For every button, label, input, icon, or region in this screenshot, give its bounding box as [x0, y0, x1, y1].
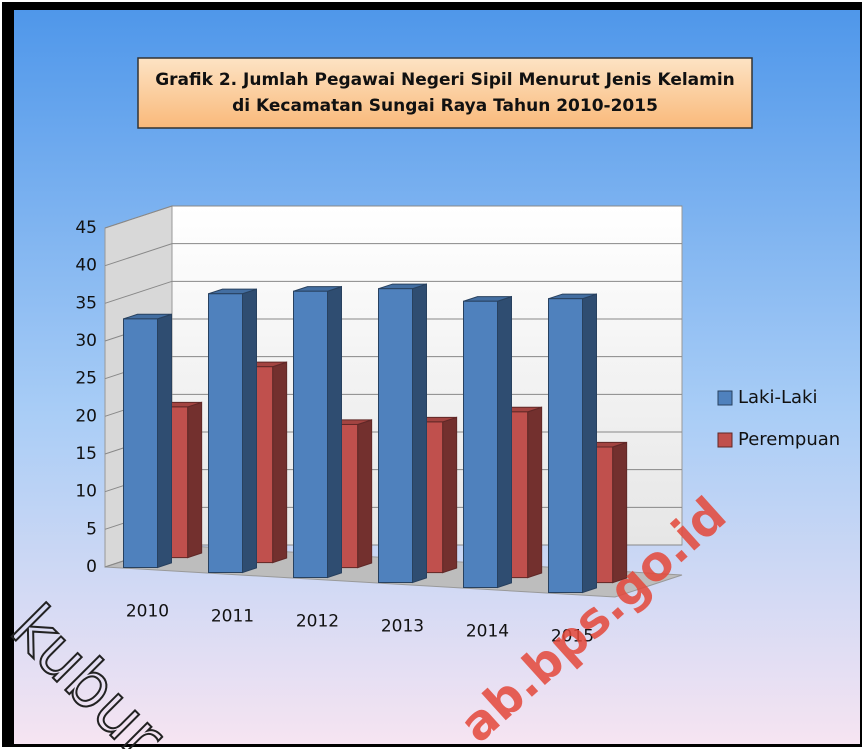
y-tick-label: 10	[75, 482, 97, 502]
y-tick-label: 15	[75, 444, 97, 464]
grid-line	[104, 243, 682, 267]
bar-side	[497, 295, 512, 589]
bar	[378, 288, 413, 583]
bar	[123, 318, 158, 568]
title-box	[137, 57, 753, 129]
legend-swatch	[717, 432, 733, 448]
bar	[548, 298, 583, 593]
chart-title: Grafik 2. Jumlah Pegawai Negeri Sipil Me…	[155, 70, 735, 90]
x-tick-label: 2015	[551, 627, 594, 647]
bar-side	[327, 285, 342, 579]
bar-side	[527, 406, 543, 579]
x-tick-label: 2013	[381, 617, 424, 637]
bar-side	[442, 416, 458, 574]
y-tick-label: 25	[75, 369, 97, 389]
legend-label: Perempuan	[738, 429, 840, 450]
y-tick-label: 30	[75, 331, 97, 351]
x-tick-label: 2011	[211, 607, 254, 627]
x-tick-label: 2014	[466, 622, 509, 642]
bar-side	[357, 419, 373, 569]
y-tick-label: 40	[75, 256, 97, 276]
bar	[293, 290, 328, 578]
legend-label: Laki-Laki	[738, 387, 817, 408]
bar-side	[582, 293, 597, 594]
bar-side	[272, 361, 288, 564]
y-tick-label: 0	[86, 557, 97, 577]
chart-title: di Kecamatan Sungai Raya Tahun 2010-2015	[232, 96, 658, 116]
bar-side	[187, 401, 203, 559]
y-tick-label: 45	[75, 218, 97, 238]
y-tick-label: 5	[86, 519, 97, 539]
y-tick-label: 20	[75, 406, 97, 426]
y-tick-label: 35	[75, 293, 97, 313]
bar-side	[242, 288, 257, 574]
bar-side	[412, 283, 427, 584]
bar	[463, 300, 498, 588]
grid-line	[104, 280, 682, 304]
grid-line	[104, 205, 682, 229]
x-tick-label: 2012	[296, 612, 339, 632]
x-tick-label: 2010	[126, 602, 169, 622]
legend-swatch	[717, 390, 733, 406]
bar-side	[157, 313, 172, 569]
bar	[208, 293, 243, 573]
